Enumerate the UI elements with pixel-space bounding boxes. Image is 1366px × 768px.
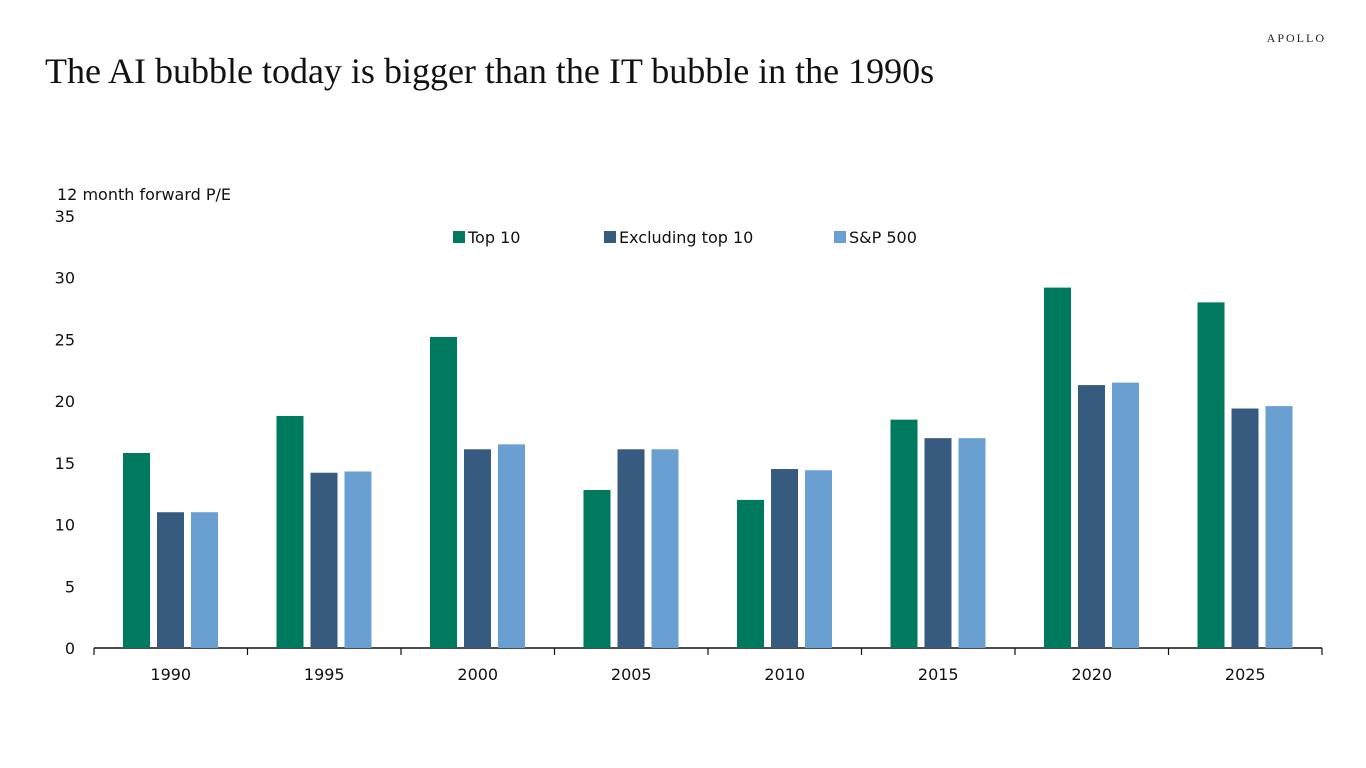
x-tick-label: 2010: [764, 665, 805, 684]
bar-s-p-500-1995: [344, 471, 372, 648]
y-tick-label: 35: [55, 207, 75, 226]
x-tick-label: 2000: [457, 665, 498, 684]
bar-excluding-top-10-2010: [771, 469, 798, 648]
bar-s-p-500-1990: [191, 512, 218, 648]
bar-s-p-500-2005: [651, 449, 679, 648]
y-tick-label: 30: [55, 269, 75, 288]
bar-s-p-500-2000: [498, 444, 525, 648]
bar-excluding-top-10-2000: [464, 449, 491, 648]
bar-excluding-top-10-2025: [1231, 408, 1259, 648]
legend-swatch: [604, 231, 616, 243]
x-tick-label: 1995: [304, 665, 345, 684]
bar-top-10-2025: [1197, 302, 1225, 648]
apollo-logo: APOLLO: [1266, 31, 1326, 45]
bar-top-10-2020: [1044, 287, 1071, 648]
y-tick-label: 20: [55, 392, 75, 411]
bar-top-10-2010: [737, 499, 764, 648]
y-tick-label: 25: [55, 330, 75, 349]
chart-title: The AI bubble today is bigger than the I…: [45, 51, 935, 91]
bar-excluding-top-10-2005: [617, 449, 645, 648]
y-tick-label: 10: [55, 516, 75, 535]
legend-swatch: [834, 231, 846, 243]
x-tick-label: 2015: [918, 665, 959, 684]
bar-s-p-500-2010: [805, 470, 832, 648]
legend-label: S&P 500: [849, 228, 917, 247]
bar-top-10-2015: [890, 419, 918, 648]
x-tick-label: 2025: [1225, 665, 1266, 684]
legend-label: Excluding top 10: [619, 228, 753, 247]
x-tick-label: 2020: [1071, 665, 1112, 684]
legend-label: Top 10: [467, 228, 520, 247]
bar-top-10-1995: [276, 415, 304, 648]
bar-top-10-1990: [123, 452, 150, 648]
bar-excluding-top-10-1990: [157, 512, 184, 648]
y-tick-label: 5: [65, 577, 75, 596]
bar-top-10-2000: [430, 336, 457, 648]
bar-excluding-top-10-1995: [310, 472, 338, 648]
bar-s-p-500-2015: [958, 438, 986, 648]
y-axis-label: 12 month forward P/E: [57, 185, 231, 204]
bar-top-10-2005: [583, 490, 611, 648]
bar-excluding-top-10-2020: [1078, 385, 1105, 648]
bar-s-p-500-2025: [1265, 406, 1293, 648]
y-tick-label: 15: [55, 454, 75, 473]
legend-swatch: [453, 231, 465, 243]
bar-excluding-top-10-2015: [924, 438, 952, 648]
x-tick-label: 1990: [150, 665, 191, 684]
bar-s-p-500-2020: [1112, 382, 1139, 648]
x-tick-label: 2005: [611, 665, 652, 684]
y-tick-label: 0: [65, 639, 75, 658]
